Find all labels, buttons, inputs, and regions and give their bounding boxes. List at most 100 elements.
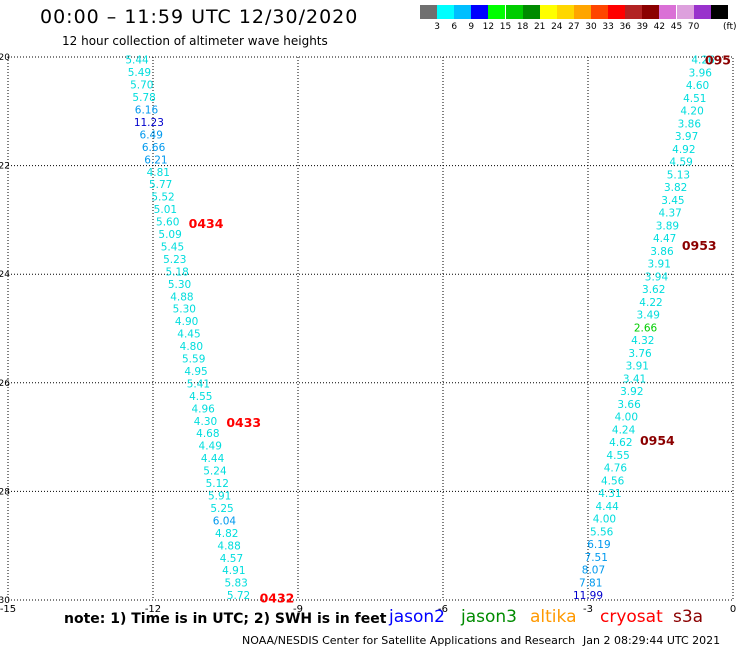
color-swatch	[591, 5, 608, 19]
swh-value: 5.25	[210, 503, 233, 515]
swh-value: 5.78	[132, 92, 155, 104]
chart-title: 00:00 – 11:59 UTC 12/30/2020	[40, 6, 359, 28]
color-swatch	[471, 5, 489, 19]
swh-value: 4.20	[680, 106, 703, 118]
swh-value: 4.49	[199, 441, 222, 453]
swh-value: 4.47	[653, 233, 676, 245]
swh-value: 4.92	[672, 144, 695, 156]
plot-frame	[7, 56, 734, 601]
swh-value: 4.68	[196, 428, 219, 440]
swh-value: 3.91	[626, 361, 649, 373]
swh-value: 5.60	[156, 217, 179, 229]
swh-value: 6.49	[140, 129, 163, 141]
swh-value: 3.45	[661, 195, 684, 207]
y-tick-label: -26	[0, 379, 10, 389]
color-scale-tick: 24	[551, 22, 563, 32]
footer-note: note: 1) Time is in UTC; 2) SWH is in fe…	[64, 611, 387, 627]
swh-value: 4.00	[615, 412, 638, 424]
swh-value: 5.12	[206, 478, 229, 490]
swh-value: 4.60	[686, 80, 709, 92]
color-swatch	[608, 5, 626, 19]
color-scale-tick: 45	[670, 22, 683, 32]
swh-value: 5.09	[158, 229, 181, 241]
color-swatch	[539, 5, 557, 19]
swh-value: 3.41	[623, 373, 646, 385]
y-tick-label: -20	[0, 53, 10, 63]
swh-value: 3.62	[642, 284, 665, 296]
swh-value: 3.91	[648, 259, 671, 271]
color-swatch	[676, 5, 694, 19]
color-scale-tick: 27	[568, 22, 580, 32]
pass-time-label: 0432	[260, 590, 295, 605]
swh-value: 3.49	[637, 310, 660, 322]
swh-value: 3.66	[617, 399, 641, 411]
swh-value: 6.66	[142, 142, 166, 154]
color-scale-tick: 42	[653, 22, 666, 32]
swh-value: 6.21	[144, 154, 167, 166]
x-tick-label: -3	[583, 604, 593, 615]
color-scale-tick: 6	[451, 22, 458, 32]
swh-value: 5.77	[149, 179, 172, 191]
color-scale-tick: 33	[602, 22, 614, 32]
swh-value: 6.16	[135, 105, 159, 117]
legend-jason3: jason3	[461, 607, 517, 627]
x-tick-label: -12	[145, 604, 161, 615]
color-scale-tick: 12	[482, 22, 495, 32]
y-tick-label: -30	[0, 596, 10, 606]
swh-value: 4.56	[601, 475, 625, 487]
legend-s3a: s3a	[673, 607, 704, 627]
color-swatch	[659, 5, 677, 19]
color-scale-tick: 70	[687, 22, 700, 32]
swh-value: 5.45	[161, 241, 184, 253]
legend-jason2: jason2	[389, 607, 445, 627]
pass-time-label: 0434	[189, 216, 224, 231]
pass-time-label: 095	[705, 53, 731, 68]
pass-time-label: 0954	[640, 433, 675, 448]
swh-value: 4.55	[606, 450, 629, 462]
swh-value: 11.23	[134, 117, 164, 129]
color-scale-tick: 36	[619, 22, 631, 32]
swh-value: 5.56	[590, 526, 614, 538]
swh-value: 3.94	[645, 271, 669, 283]
swh-value: 4.44	[201, 453, 225, 465]
swh-value: 3.92	[620, 386, 643, 398]
swh-value: 11.99	[573, 590, 603, 602]
swh-value: 6.19	[587, 539, 610, 551]
swh-value: 3.96	[689, 67, 713, 79]
color-swatch	[488, 5, 506, 19]
swh-value: 3.76	[628, 348, 652, 360]
swh-value: 4.80	[180, 341, 203, 353]
swh-value: 5.44	[125, 55, 149, 67]
swh-value: 4.45	[177, 329, 200, 341]
x-tick-label: -6	[438, 604, 448, 615]
pass-time-label: 0433	[226, 415, 261, 430]
swh-value: 4.31	[598, 488, 621, 500]
swh-value: 4.24	[612, 424, 636, 436]
y-tick-label: -28	[0, 487, 10, 497]
color-scale-tick: 3	[434, 22, 440, 32]
swh-value: 5.23	[163, 254, 186, 266]
swh-value: 4.55	[189, 391, 212, 403]
color-swatch	[625, 5, 643, 19]
swh-value: 3.86	[650, 246, 674, 258]
swh-value: 4.57	[220, 553, 243, 565]
color-scale-tick: 30	[585, 22, 597, 32]
swh-value: 4.30	[194, 416, 217, 428]
swh-value: 5.30	[173, 304, 196, 316]
pass-time-label: 0953	[682, 238, 717, 253]
color-swatch	[454, 5, 472, 19]
swh-value: 2.66	[634, 322, 658, 334]
color-scale-tick: 15	[499, 22, 512, 32]
swh-value: 5.24	[203, 466, 227, 478]
swh-value: 4.95	[184, 366, 207, 378]
x-tick-label: -9	[293, 604, 303, 615]
swh-value: 4.51	[683, 93, 706, 105]
swh-value: 6.04	[213, 515, 237, 527]
color-swatch	[522, 5, 540, 19]
swh-value: 3.97	[675, 131, 698, 143]
swh-value: 4.90	[175, 316, 198, 328]
swh-value: 5.83	[224, 578, 247, 590]
swh-value: 5.59	[182, 354, 205, 366]
color-scale-unit: (ft)	[723, 22, 737, 32]
